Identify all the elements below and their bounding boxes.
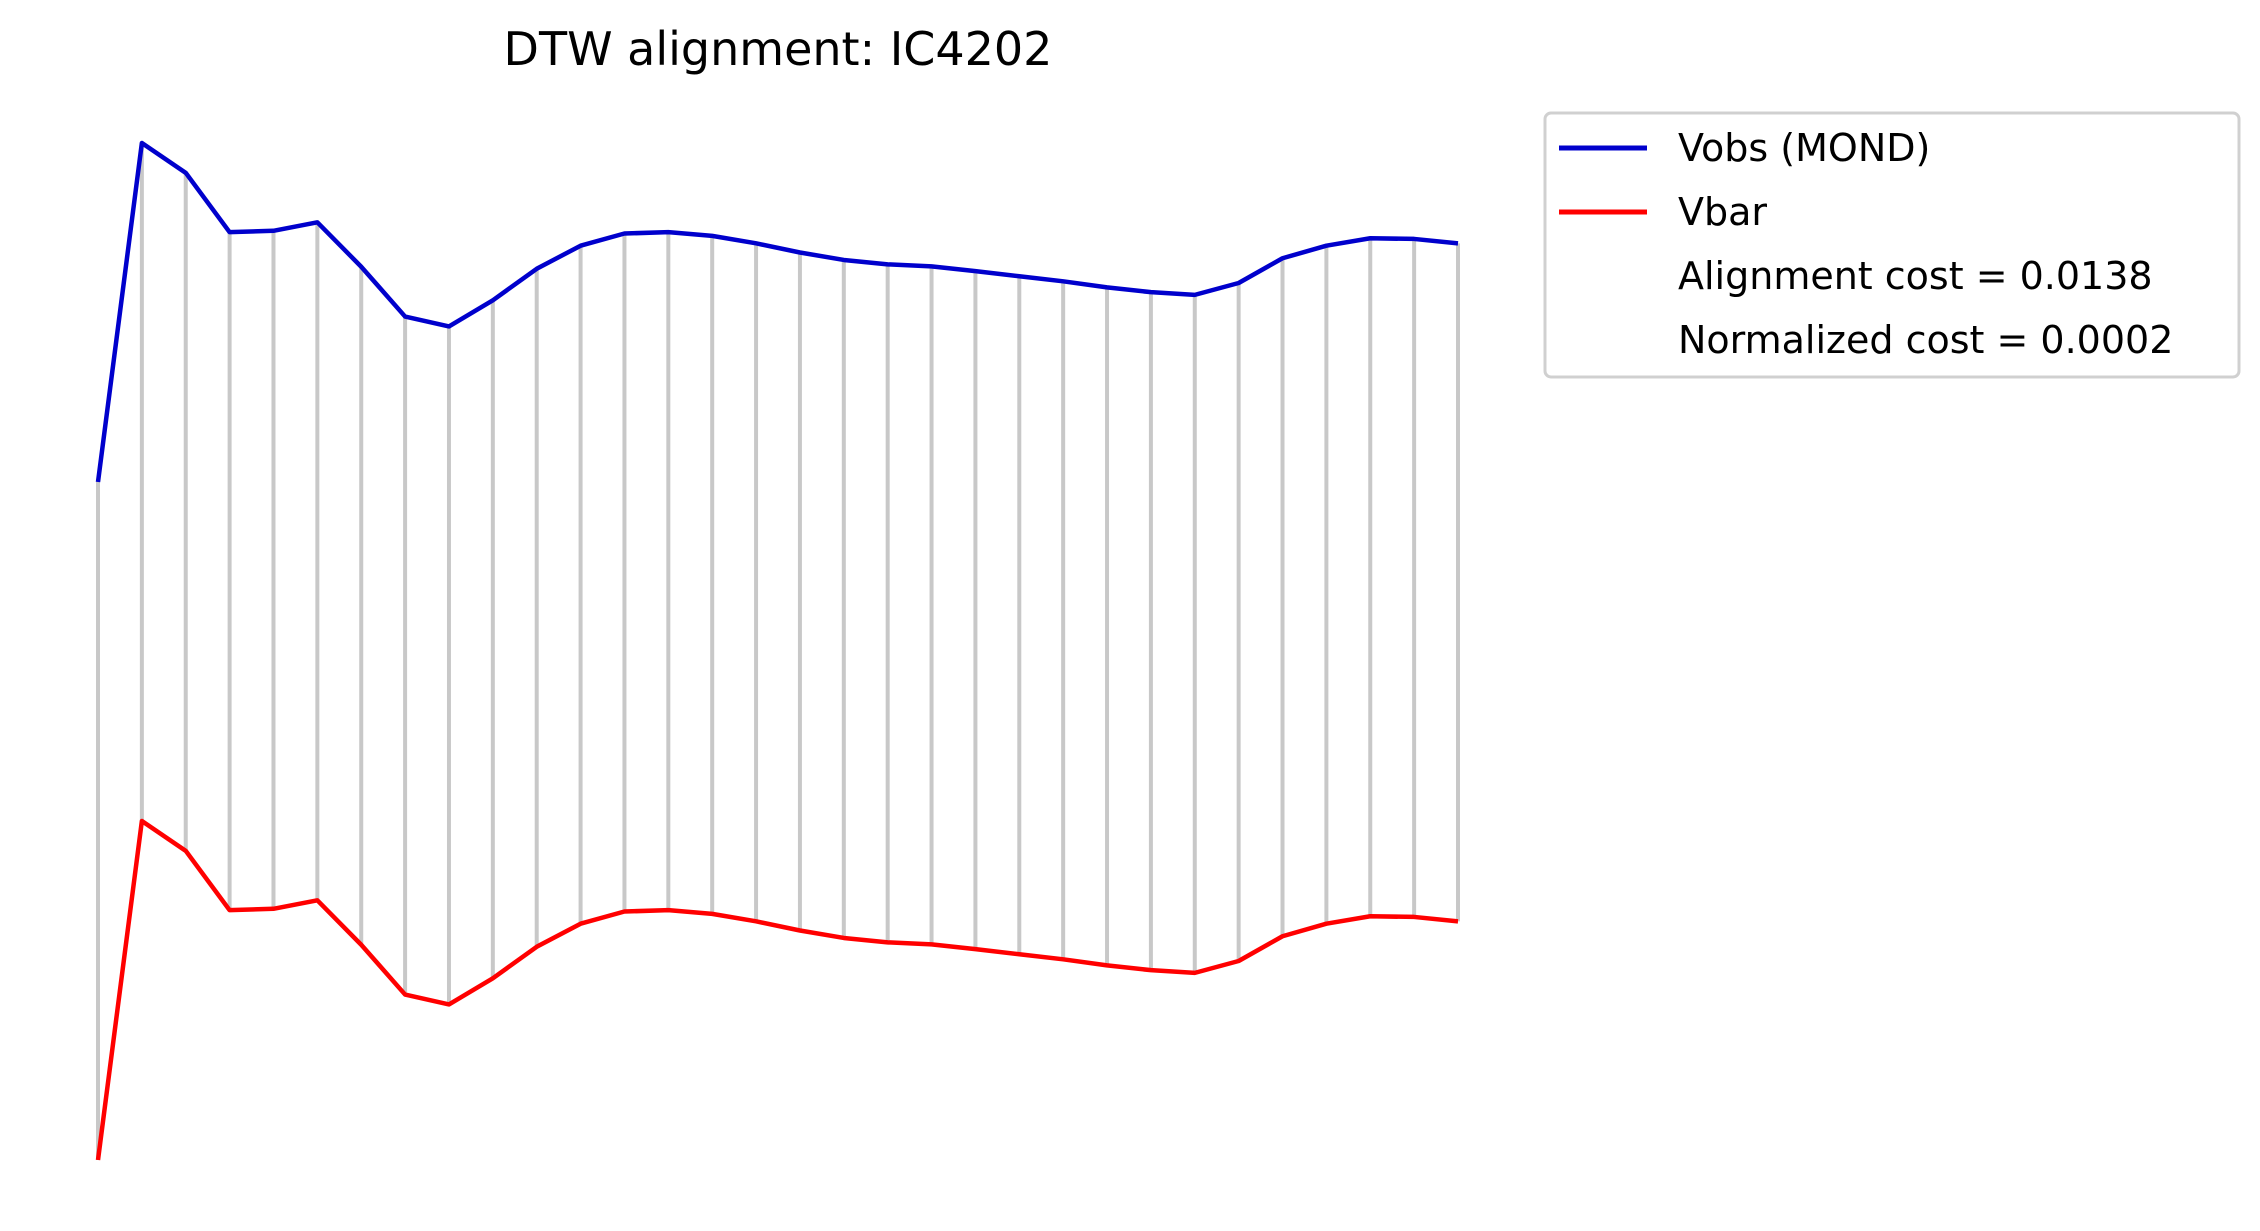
legend: Vobs (MOND) Vbar Alignment cost = 0.0138… [1543,111,2241,379]
legend-label-vbar: Vbar [1678,190,1767,234]
alignment-connectors [96,143,1460,1160]
chart-title: DTW alignment: IC4202 [504,22,1053,76]
legend-box [1543,111,2241,379]
series-line-vbar [95,818,1459,1161]
series-line-vobs [95,140,1459,483]
series-lines [95,140,1459,1161]
legend-alignment-cost: Alignment cost = 0.0138 [1678,254,2153,298]
legend-normalized-cost: Normalized cost = 0.0002 [1678,318,2173,362]
legend-label-vobs: Vobs (MOND) [1678,126,1930,170]
